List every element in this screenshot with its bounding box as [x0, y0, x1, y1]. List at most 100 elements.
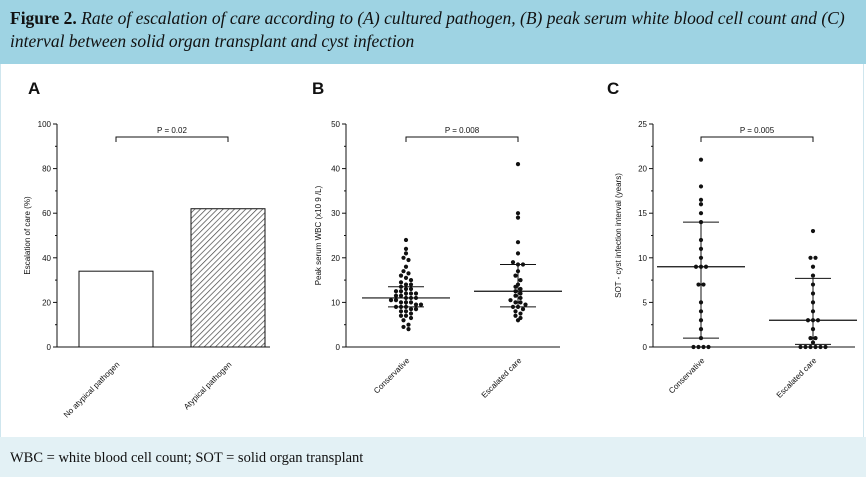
panel-b-y-tick-label: 30: [331, 209, 340, 218]
panel-b-data-point: [401, 255, 406, 260]
panel-b-data-point: [418, 302, 424, 307]
panel-b-data-point: [510, 304, 516, 309]
panel-c-data-point: [698, 327, 704, 332]
panel-b-data-point: [398, 304, 404, 309]
panel-c-p-value: P = 0.005: [740, 126, 775, 135]
panel-c-data-point: [810, 340, 816, 345]
panel-b-data-point: [398, 280, 404, 285]
panel-c-data-point: [698, 211, 704, 216]
panel-c-data-point: [810, 282, 816, 287]
panel-c-data-point: [698, 246, 704, 251]
panel-c-data-point: [698, 157, 704, 162]
panel-c-data-point: [808, 344, 813, 350]
panel-a-y-tick-label: 0: [47, 343, 52, 352]
panel-c-data-point: [805, 318, 811, 323]
panel-c-data-point: [698, 309, 704, 314]
panel-b-data-point: [515, 211, 521, 216]
panel-b-data-point: [393, 289, 399, 294]
panel-b-data-point: [398, 289, 404, 294]
panel-c-data-point: [693, 264, 699, 269]
figure-caption-banner: Figure 2. Rate of escalation of care acc…: [0, 0, 866, 64]
panel-c-data-point: [810, 318, 816, 323]
panel-b-data-point: [513, 293, 518, 298]
panel-b-data-point: [393, 304, 399, 309]
panel-c-data-point: [810, 228, 816, 234]
panel-c-y-tick-label: 15: [638, 209, 647, 218]
panel-b-data-point: [518, 278, 523, 283]
panel-a-y-tick-label: 60: [42, 209, 51, 218]
panel-a-category-label: Atypical pathogen: [182, 360, 233, 411]
panel-b-data-point: [398, 300, 404, 305]
panel-c-y-tick-label: 0: [643, 343, 648, 352]
panel-b-data-point: [408, 306, 414, 312]
panel-c-data-point: [810, 264, 816, 269]
panel-b-data-point: [518, 295, 523, 301]
panel-b-data-point: [515, 282, 521, 287]
panel-b-data-point: [403, 264, 409, 269]
panel-c-data-point: [810, 309, 816, 314]
panel-c-data-point: [813, 335, 818, 341]
panel-b-data-point: [408, 295, 414, 301]
panel-c-data-point: [698, 335, 704, 341]
panel-c-data-point: [691, 344, 696, 350]
panel-c-data-point: [823, 344, 828, 350]
panel-b-data-point: [406, 322, 411, 327]
panel-c-data-point: [810, 300, 816, 305]
panel-c-y-tick-label: 20: [638, 165, 647, 174]
figure-label: Figure 2.: [10, 8, 77, 28]
panel-c-data-point: [698, 264, 704, 269]
panel-b-data-point: [393, 293, 399, 298]
panel-b-y-tick-label: 20: [331, 254, 340, 263]
panel-b-data-point: [515, 240, 521, 245]
panel-b-category-label: Escalated care: [480, 356, 524, 400]
panel-b-data-point: [403, 286, 409, 292]
panel-b-p-value: P = 0.008: [445, 126, 480, 135]
panel-b-data-point: [403, 295, 409, 301]
panel-b-data-point: [513, 300, 518, 305]
panel-b-y-tick-label: 40: [331, 165, 340, 174]
panel-b-data-point: [513, 273, 518, 278]
panel-b-data-point: [401, 269, 406, 274]
panel-b-data-point: [403, 237, 409, 243]
panel-c-data-point: [810, 291, 816, 296]
panel-b-data-point: [398, 309, 404, 314]
panel-b-data-point: [518, 300, 523, 305]
panel-c-data-point: [810, 273, 816, 278]
panel-c-data-point: [698, 184, 704, 189]
panel-b-data-point: [515, 251, 521, 256]
panel-c-data-point: [698, 202, 704, 207]
panel-b-y-tick-label: 10: [331, 298, 340, 307]
panel-b-data-point: [406, 271, 411, 276]
panel-c-data-point: [803, 344, 808, 350]
panel-b-data-point: [518, 311, 523, 316]
panel-c-data-point: [808, 335, 813, 341]
panel-b-data-point: [406, 257, 411, 263]
panel-b-data-point: [515, 162, 521, 167]
panel-b-category-label: Conservative: [372, 356, 412, 396]
panel-b-data-point: [398, 284, 404, 289]
panel-c-data-point: [813, 344, 818, 350]
panel-b-data-point: [513, 309, 518, 314]
panel-c-data-point: [808, 255, 813, 260]
panel-b-data-point: [523, 302, 528, 307]
panel-b-data-point: [403, 291, 409, 296]
panel-b-data-point: [408, 282, 414, 287]
panel-c-y-tick-label: 10: [638, 254, 647, 263]
panel-a-y-tick-label: 100: [38, 120, 52, 129]
panel-b-data-point: [413, 295, 419, 301]
panel-a-y-label: Escalation of care (%): [23, 196, 32, 275]
panel-b-data-point: [398, 273, 404, 278]
panel-b-data-point: [520, 306, 526, 312]
panel-b-letter: B: [312, 79, 324, 98]
panel-c-significance-bracket: [700, 136, 814, 142]
panel-a-y-tick-label: 20: [42, 298, 51, 307]
panel-b-data-point: [408, 286, 414, 292]
panel-b-data-point: [413, 291, 419, 296]
panel-b-data-point: [518, 286, 523, 292]
panel-a-y-tick-label: 80: [42, 165, 51, 174]
panel-b-data-point: [388, 298, 394, 303]
panel-b-data-point: [518, 315, 523, 321]
panel-c-data-point: [813, 255, 818, 260]
panel-b-y-label: Peak serum WBC (x10 9 /L): [314, 185, 323, 285]
panel-b-y-tick-label: 50: [331, 120, 340, 129]
